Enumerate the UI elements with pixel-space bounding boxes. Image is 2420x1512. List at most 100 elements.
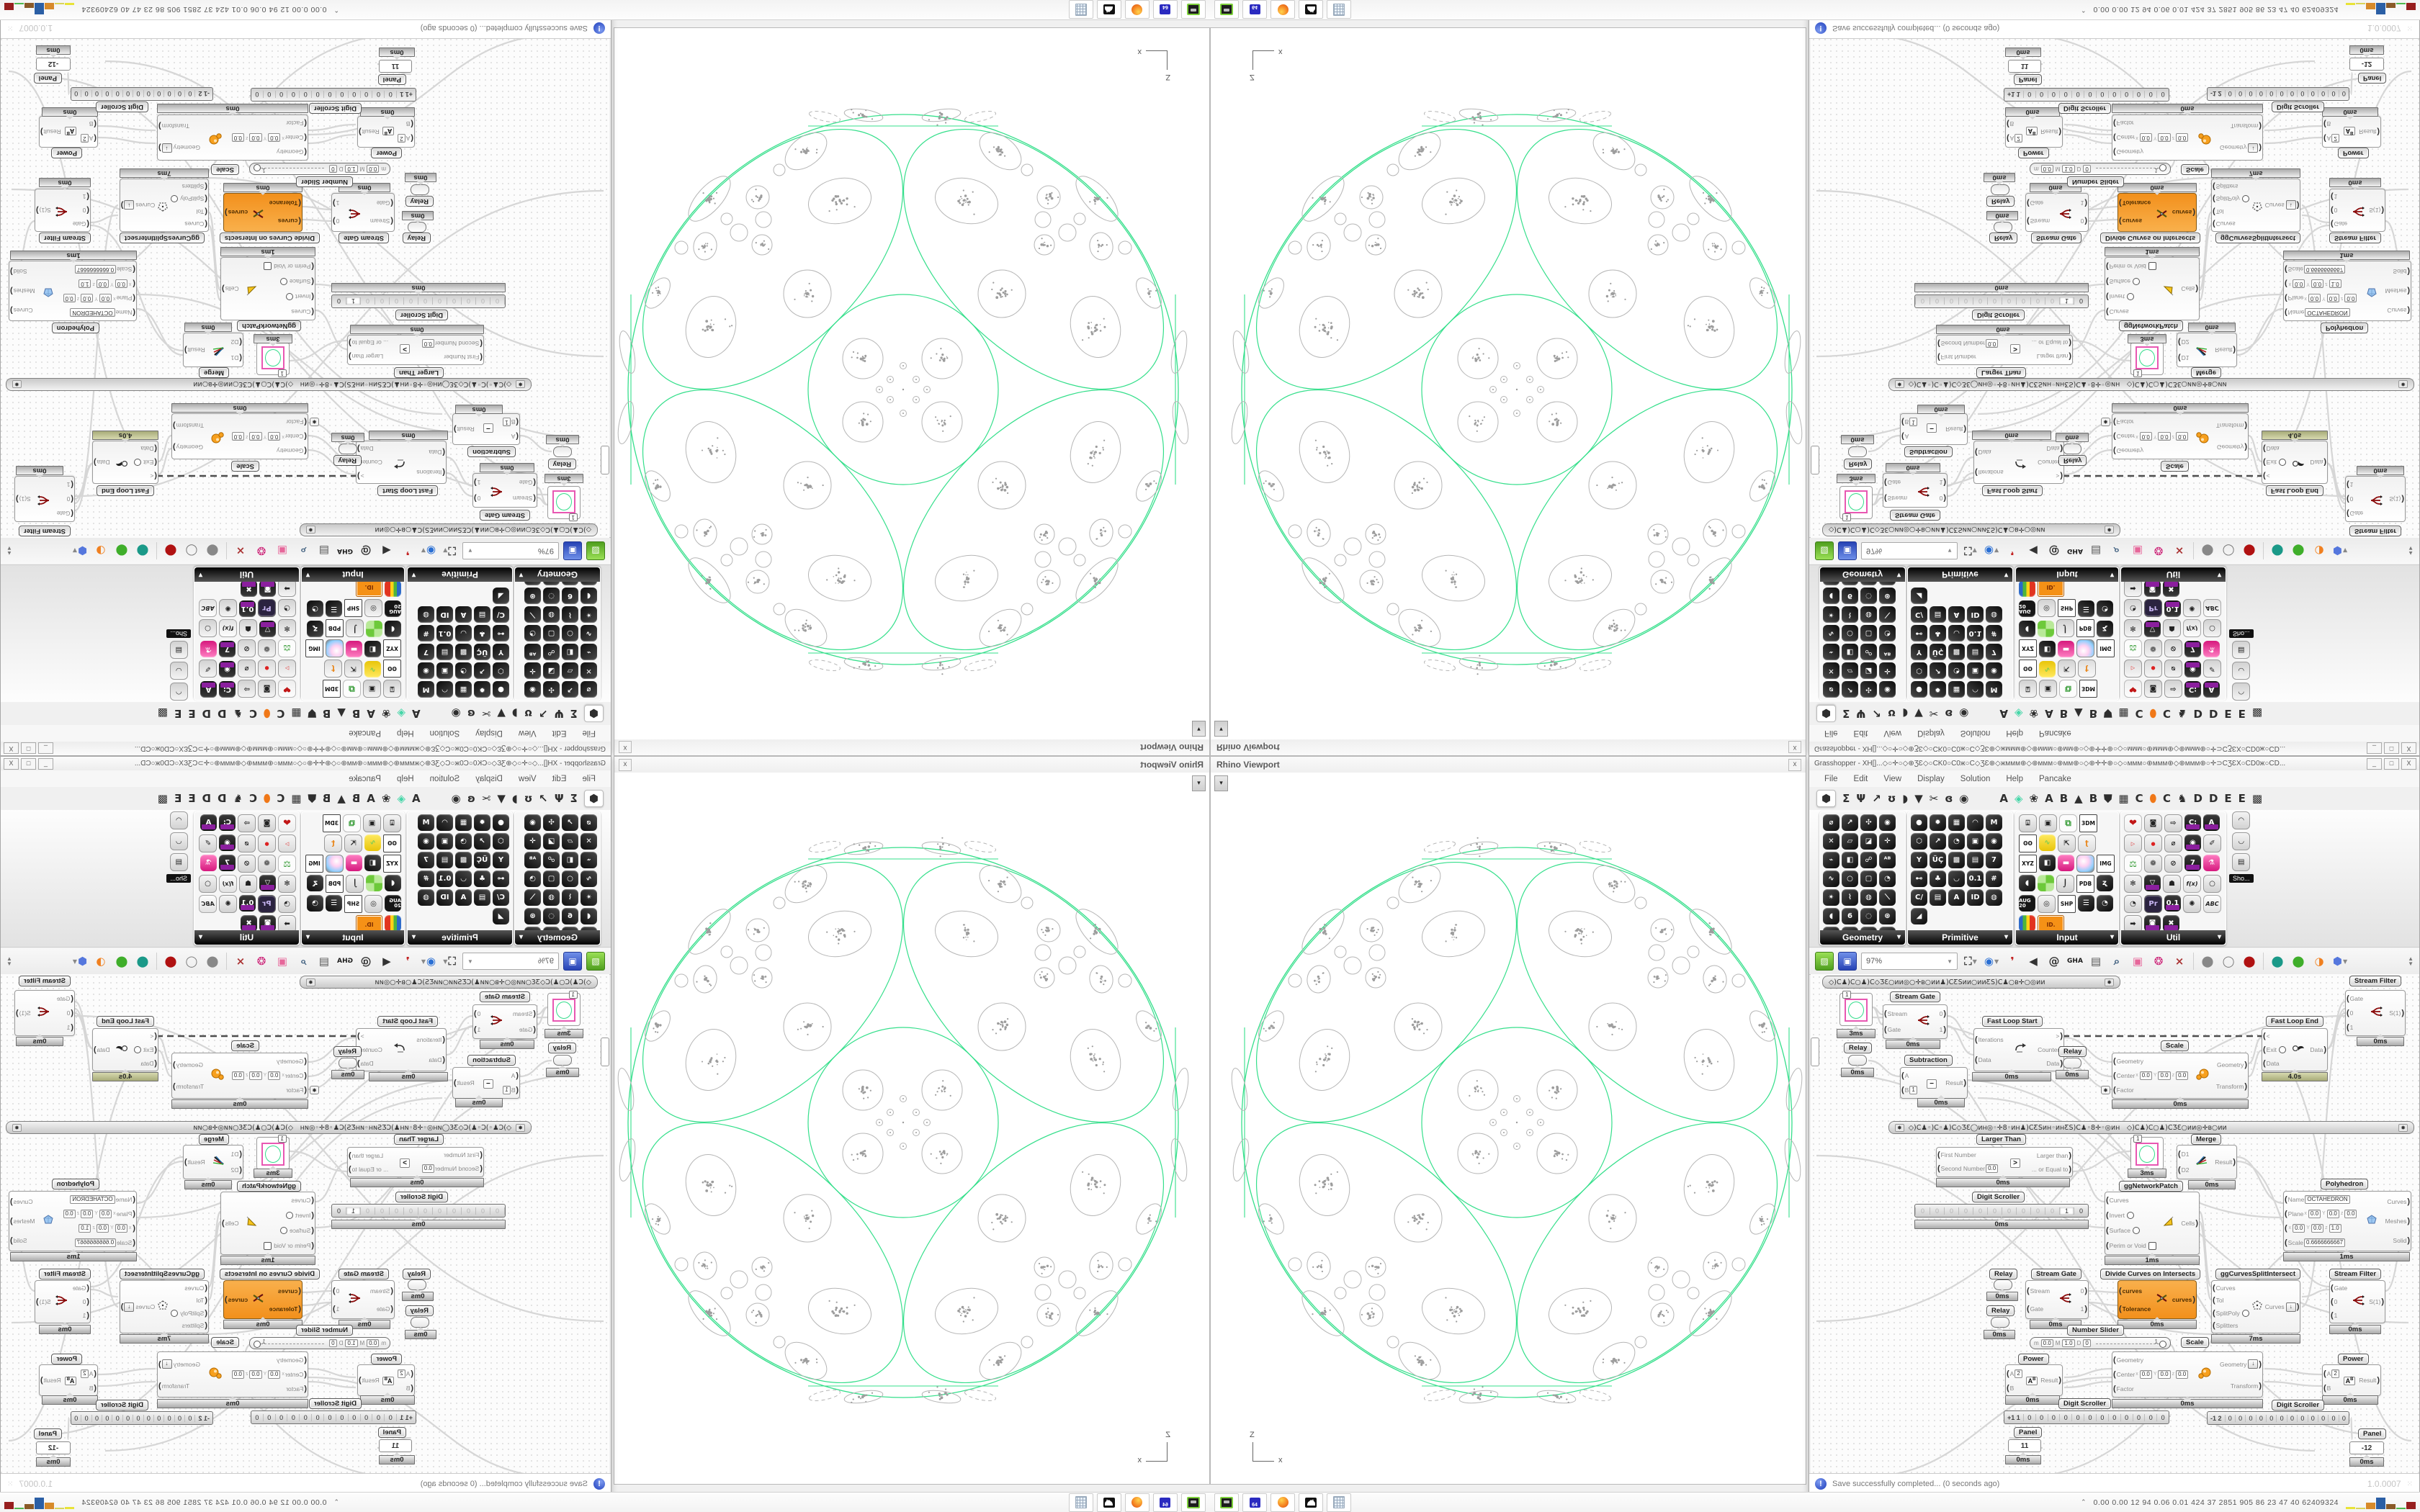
component-icon-button[interactable]: ▤ <box>2232 853 2251 871</box>
component-icon-button[interactable]: ◔ <box>278 599 296 617</box>
ribbon-tab-icon[interactable]: ↗ <box>1872 707 1881 720</box>
palette-label[interactable]: Input ▾ <box>2016 930 2118 945</box>
scroller-digit-cell[interactable]: 0 <box>336 91 349 99</box>
ribbon-tab-icon[interactable]: Σ <box>570 792 578 805</box>
scroller-digit-cell[interactable]: 0 <box>462 1207 476 1215</box>
toolbar-button[interactable]: ⬢ ▼ <box>72 544 88 557</box>
toolbar-button[interactable]: ◀ <box>382 955 391 968</box>
component-icon-button[interactable]: ◉ <box>418 833 434 850</box>
component-icon-button[interactable]: ◖ <box>581 588 597 604</box>
component-icon-button[interactable]: 7 <box>1986 852 2002 868</box>
component-icon-button[interactable]: ◌ <box>1860 908 1877 924</box>
toolbar-button[interactable]: ⬤ <box>2271 955 2284 968</box>
toolbar-button[interactable]: ⬤ <box>2271 544 2284 557</box>
download-arrow-button[interactable]: ↓ <box>124 200 135 210</box>
component-icon-button[interactable]: A <box>1948 606 1965 623</box>
component-icon-button[interactable]: ○ <box>1842 870 1858 887</box>
component-icon-button[interactable]: PDB <box>2076 619 2094 637</box>
param-value-box[interactable]: 0.6666666667 <box>2303 1238 2346 1247</box>
ribbon-tab-icon[interactable]: D <box>218 707 227 720</box>
component-icon-button[interactable]: Pr <box>2144 895 2162 913</box>
component-param-out[interactable]: S(1)) <box>15 1009 31 1017</box>
component-param-in[interactable]: (D2 <box>2177 1166 2190 1174</box>
toolbar-button[interactable]: ⬤ <box>164 544 177 557</box>
component-param-in[interactable]: (Gate <box>1883 1026 1907 1034</box>
component-icon-button[interactable]: ⚗ <box>2203 855 2220 871</box>
component-icon-button[interactable]: ▤ <box>1967 852 1984 868</box>
component-icon-button[interactable]: ↗ <box>562 814 578 831</box>
param-value-box[interactable]: 0.6666666667 <box>74 1238 117 1247</box>
component-param-in[interactable]: (Stream <box>370 217 394 226</box>
toolbar-button[interactable]: ⛶ ▼ <box>1964 544 1977 557</box>
component-icon-button[interactable]: Pr <box>2144 599 2162 617</box>
minimize-button[interactable]: _ <box>2367 742 2382 754</box>
component-param-in[interactable]: (Iterations <box>1974 468 2004 477</box>
component-param-out[interactable]: Curves) <box>2387 306 2411 315</box>
component-icon-button[interactable]: ◧ <box>2039 855 2056 871</box>
ribbon-tab-icon[interactable]: ▼ <box>497 792 506 805</box>
scroller-digit-cell[interactable]: 0 <box>174 90 186 98</box>
component-param-in[interactable]: (Scale 0.6666666667 <box>2284 265 2357 274</box>
toolbar-button[interactable]: ◑ <box>96 544 106 557</box>
toggle-circle[interactable] <box>2132 1226 2140 1234</box>
gh-component[interactable]: (Gate(0(1 S(1)) <box>2329 189 2385 232</box>
ribbon-tab-icon[interactable]: ⬢ <box>1816 705 1837 722</box>
component-icon-button[interactable]: ◎ <box>2038 895 2056 913</box>
scroller-digit-cell[interactable]: 0 <box>2328 1414 2338 1422</box>
component-icon-button[interactable]: 3DM <box>323 814 341 832</box>
component-icon-button[interactable]: ⊘ <box>2164 639 2182 657</box>
param-value-box[interactable]: 0.0 <box>249 1369 262 1379</box>
component-icon-button[interactable]: ▬ <box>2058 855 2074 871</box>
scroller-digit-cell[interactable]: 0 <box>332 1207 346 1215</box>
scroller-digit-cell[interactable]: 0 <box>447 1207 462 1215</box>
menu-item-solution[interactable]: Solution <box>429 729 460 738</box>
component-param-in[interactable]: (Plane x 0.0 Y 0.0 z 0.0 <box>2284 1210 2357 1218</box>
component-param-in[interactable]: (Factor <box>231 1385 308 1393</box>
component-icon-button[interactable]: ▦ <box>1948 681 1965 698</box>
component-icon-button[interactable]: ÜÇ <box>1930 644 1946 660</box>
scroller-digit-cell[interactable]: 0 <box>2045 297 2059 305</box>
component-icon-button[interactable]: ⌇ <box>1842 606 1858 623</box>
component-icon-button[interactable]: PDB <box>326 619 344 637</box>
component-icon-button[interactable]: ∿ <box>2039 834 2056 851</box>
component-icon-button[interactable]: ⊘ <box>238 639 256 657</box>
component-param-out[interactable]: ... or Equal to) <box>2032 339 2072 348</box>
network-patch-preview-node[interactable]: 1 <box>2130 1135 2164 1170</box>
taskbar-app-firefox[interactable] <box>1125 1493 1150 1512</box>
component-icon-button[interactable]: ✕ <box>1823 662 1839 679</box>
component-icon-button[interactable]: 7 <box>219 855 236 871</box>
scroller-digit-cell[interactable]: 0 <box>404 297 418 305</box>
ribbon-tab-icon[interactable]: ↗ <box>539 792 548 805</box>
ribbon-tab-icon[interactable]: Ψ <box>554 707 564 720</box>
ribbon-tab-icon[interactable]: ⬢ <box>1816 790 1837 807</box>
ribbon-tab-icon[interactable]: B <box>2089 792 2098 805</box>
component-icon-button[interactable]: ◔ <box>307 600 323 617</box>
panel-component[interactable]: 11 <box>2008 1439 2041 1452</box>
component-icon-button[interactable]: ⬡ <box>493 662 509 679</box>
component-icon-button[interactable]: ⇱ <box>344 834 362 852</box>
scroller-digit-cell[interactable]: 0 <box>1944 1207 1958 1215</box>
component-icon-button[interactable]: ◙ <box>258 680 276 698</box>
scroller-digit-cell[interactable]: 0 <box>2016 1207 2030 1215</box>
component-icon-button[interactable]: ▣ <box>2039 680 2057 698</box>
component-icon-button[interactable]: ⧉ <box>343 680 361 698</box>
scroller-digit-cell[interactable]: 0 <box>275 1413 288 1421</box>
component-icon-button[interactable]: ○ <box>2203 875 2221 893</box>
gh-component[interactable]: (Geometry(Center x 0.0 Y 0.0 z 0.0(Factor Geome… <box>2112 413 2249 459</box>
checkbox[interactable] <box>264 1241 272 1250</box>
open-file-button[interactable]: ▨ <box>1815 541 1834 560</box>
component-icon-button[interactable]: ∿ <box>2039 661 2056 678</box>
component-icon-button[interactable]: ◍ <box>543 889 560 906</box>
component-icon-button[interactable]: ↗ <box>1930 833 1946 850</box>
component-icon-button[interactable]: ▥ <box>2019 915 2035 932</box>
component-icon-button[interactable]: Pr <box>258 599 276 617</box>
component-icon-button[interactable]: ◡ <box>169 662 188 680</box>
ribbon-tab-icon[interactable]: ⬮ <box>2149 707 2157 720</box>
panel-component[interactable]: -12 <box>36 58 71 71</box>
param-value-box[interactable]: 0.6666666667 <box>74 265 117 274</box>
component-icon-button[interactable]: ⌡ <box>2056 875 2074 893</box>
component-icon-button[interactable]: C: <box>219 681 236 698</box>
toolbar-button[interactable]: ◉ ▼ <box>1984 544 1999 557</box>
